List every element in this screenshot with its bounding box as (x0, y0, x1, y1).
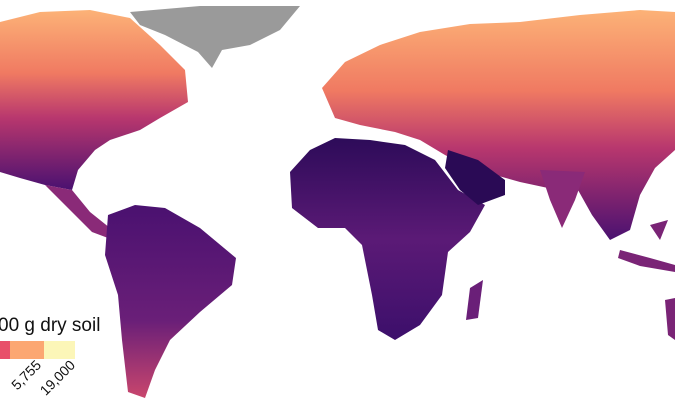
legend-title: 00 g dry soil (0, 315, 100, 336)
africa (290, 138, 485, 340)
land (0, 6, 675, 398)
eurasia (322, 10, 675, 240)
legend-tick-label: 19,000 (37, 357, 79, 399)
legend-swatch (0, 341, 10, 359)
legend-swatch (44, 341, 75, 359)
central-america (45, 185, 110, 238)
north-america (0, 10, 188, 190)
legend-swatch (10, 341, 44, 359)
islands (618, 220, 675, 340)
india (540, 170, 585, 228)
greenland (130, 6, 300, 68)
south-america (105, 205, 236, 398)
madagascar (466, 280, 483, 320)
arabia (445, 150, 505, 205)
